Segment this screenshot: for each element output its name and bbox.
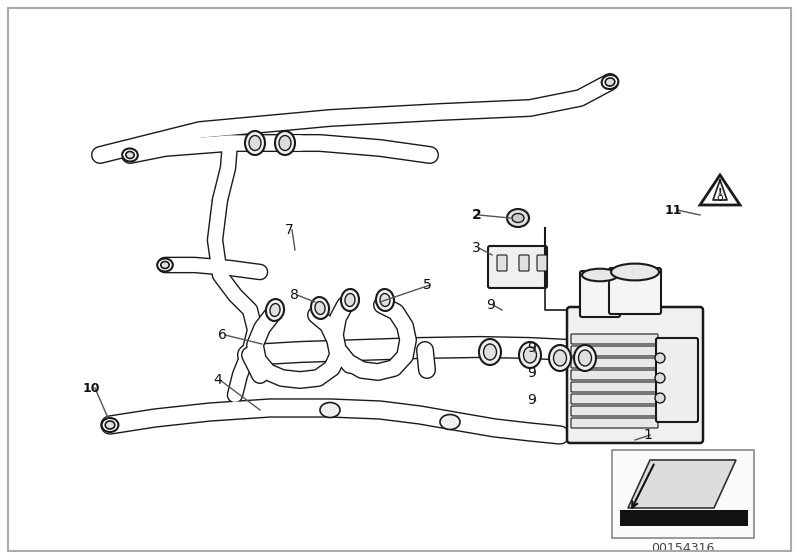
Text: 3: 3 — [472, 241, 481, 255]
FancyBboxPatch shape — [497, 255, 507, 271]
FancyBboxPatch shape — [571, 370, 658, 380]
Text: 1: 1 — [643, 428, 652, 442]
FancyBboxPatch shape — [537, 255, 547, 271]
FancyBboxPatch shape — [571, 406, 658, 416]
Ellipse shape — [611, 264, 659, 281]
Text: ð: ð — [717, 193, 723, 203]
Ellipse shape — [279, 135, 291, 150]
Text: 9: 9 — [486, 298, 495, 312]
FancyBboxPatch shape — [571, 394, 658, 404]
Text: 4: 4 — [213, 373, 222, 387]
Ellipse shape — [376, 289, 394, 311]
Text: 6: 6 — [218, 328, 227, 342]
Ellipse shape — [101, 418, 118, 432]
Circle shape — [655, 373, 665, 383]
Polygon shape — [628, 460, 736, 508]
Ellipse shape — [341, 289, 359, 311]
FancyBboxPatch shape — [571, 346, 658, 356]
Ellipse shape — [512, 214, 524, 222]
Ellipse shape — [574, 345, 596, 371]
Text: 5: 5 — [423, 278, 431, 292]
Ellipse shape — [440, 415, 460, 429]
Text: 10: 10 — [83, 381, 101, 395]
FancyBboxPatch shape — [580, 271, 620, 317]
Text: 7: 7 — [285, 223, 294, 237]
Ellipse shape — [125, 151, 134, 159]
Ellipse shape — [249, 135, 261, 150]
Ellipse shape — [161, 262, 169, 268]
Ellipse shape — [311, 297, 329, 319]
Circle shape — [655, 393, 665, 403]
Ellipse shape — [320, 402, 340, 418]
Ellipse shape — [554, 350, 566, 366]
Bar — [620, 510, 748, 526]
Ellipse shape — [605, 78, 614, 86]
Ellipse shape — [523, 347, 536, 363]
Ellipse shape — [602, 75, 618, 89]
FancyBboxPatch shape — [609, 268, 661, 314]
FancyBboxPatch shape — [519, 255, 529, 271]
Text: 9: 9 — [527, 341, 536, 355]
Circle shape — [655, 353, 665, 363]
Ellipse shape — [245, 131, 265, 155]
FancyBboxPatch shape — [571, 382, 658, 392]
Text: 8: 8 — [290, 288, 299, 302]
Ellipse shape — [266, 299, 284, 321]
Polygon shape — [700, 175, 740, 205]
Text: 2: 2 — [472, 208, 482, 222]
Ellipse shape — [105, 421, 115, 429]
FancyBboxPatch shape — [612, 450, 754, 538]
Ellipse shape — [519, 342, 541, 368]
Text: 9: 9 — [527, 393, 536, 407]
Ellipse shape — [315, 301, 325, 315]
FancyBboxPatch shape — [656, 338, 698, 422]
Ellipse shape — [507, 209, 529, 227]
Text: 9: 9 — [527, 366, 536, 380]
Text: 11: 11 — [665, 203, 682, 216]
Ellipse shape — [578, 350, 591, 366]
Text: 00154316: 00154316 — [651, 542, 714, 555]
Ellipse shape — [122, 149, 137, 162]
Ellipse shape — [549, 345, 571, 371]
Ellipse shape — [345, 293, 355, 306]
Ellipse shape — [380, 293, 390, 306]
Text: !: ! — [718, 188, 722, 198]
Ellipse shape — [270, 304, 280, 316]
FancyBboxPatch shape — [567, 307, 703, 443]
FancyBboxPatch shape — [571, 418, 658, 428]
Ellipse shape — [157, 258, 173, 272]
Ellipse shape — [479, 339, 501, 365]
FancyBboxPatch shape — [571, 358, 658, 368]
FancyBboxPatch shape — [488, 246, 547, 288]
Ellipse shape — [483, 344, 496, 360]
Ellipse shape — [582, 269, 618, 281]
FancyBboxPatch shape — [571, 334, 658, 344]
Ellipse shape — [275, 131, 295, 155]
